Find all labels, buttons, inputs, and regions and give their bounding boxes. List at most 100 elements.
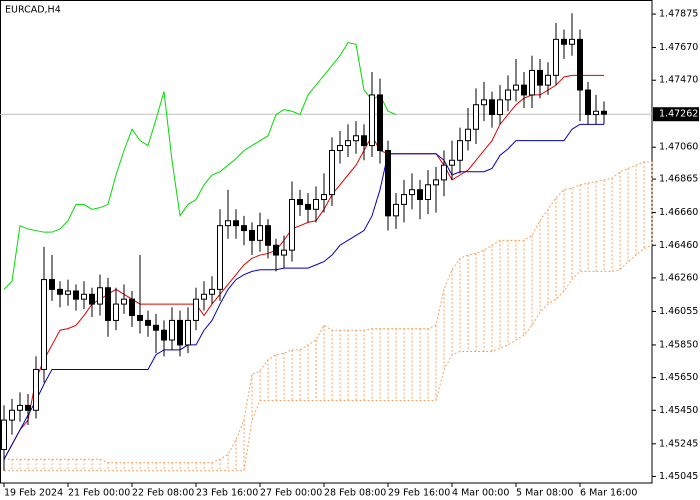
indicator-layer — [0, 42, 652, 460]
x-tick-label: 23 Feb 16:00 — [196, 488, 258, 499]
candle-body — [361, 135, 367, 147]
y-tick-label: 1.45650 — [659, 372, 698, 383]
x-tick-label: 29 Feb 16:00 — [388, 488, 450, 499]
candle-body — [9, 409, 15, 421]
candle-body — [249, 230, 255, 241]
axis-layer: 1.47875 1.47670 1.47470 1.47060 1.46865 1.466… — [3, 9, 699, 499]
candle-body — [545, 74, 551, 86]
x-tick-label: 6 Mar 16:00 — [580, 488, 637, 499]
candle-body — [193, 298, 199, 321]
candle-body — [313, 199, 319, 210]
candle-body — [217, 225, 223, 290]
candle-body — [121, 298, 127, 305]
candle-body — [529, 69, 535, 96]
y-tick-label: 1.47875 — [659, 9, 698, 20]
candle-body — [257, 225, 263, 241]
candle-body — [489, 99, 495, 116]
candle-body — [169, 319, 175, 341]
candle-body — [401, 194, 407, 205]
candle-body — [73, 290, 79, 300]
candle-body — [569, 38, 575, 45]
candle-body — [481, 99, 487, 106]
candle-body — [369, 94, 375, 147]
candle-body — [345, 140, 351, 147]
y-tick-label: 1.45850 — [659, 339, 698, 350]
y-tick-label: 1.46055 — [659, 306, 698, 317]
candle-body — [145, 319, 151, 326]
indicator-line — [3, 74, 604, 460]
candle-body — [297, 199, 303, 205]
x-tick-label: 19 Feb 2024 — [4, 488, 63, 499]
x-tick-label: 5 Mar 08:00 — [516, 488, 573, 499]
candle-body — [201, 293, 207, 300]
candle-body — [81, 293, 87, 300]
candle-body — [385, 149, 391, 217]
candle-body — [441, 164, 447, 181]
candle-body — [409, 189, 415, 196]
candle-body — [305, 203, 311, 210]
x-tick-label: 28 Feb 08:00 — [324, 488, 386, 499]
candle-body — [225, 220, 231, 227]
y-tick-label: 1.45450 — [659, 405, 698, 416]
candle-body — [417, 189, 423, 201]
candle-body — [57, 288, 63, 295]
candle-body — [129, 298, 135, 317]
x-tick-label: 21 Feb 00:00 — [68, 488, 130, 499]
indicator-line — [3, 123, 604, 460]
candle-body — [337, 145, 343, 151]
candle-body — [97, 287, 103, 305]
y-tick-label: 1.47470 — [659, 75, 698, 86]
candle-body — [41, 279, 47, 370]
candle-body — [281, 249, 287, 256]
cloud-edge — [4, 161, 652, 464]
candle-body — [233, 220, 239, 227]
candle-layer — [1, 13, 607, 471]
y-tick-label: 1.46260 — [659, 272, 698, 283]
y-tick-label: 1.46865 — [659, 174, 698, 185]
candle-body — [433, 179, 439, 186]
candle-body — [1, 419, 7, 451]
candle-body — [177, 319, 183, 346]
candle-body — [17, 404, 23, 411]
candle-body — [65, 290, 71, 295]
candle-body — [473, 104, 479, 130]
candle-body — [209, 288, 215, 295]
indicator-line — [3, 42, 397, 290]
candle-body — [585, 89, 591, 116]
plot-frame — [0, 0, 653, 484]
candle-body — [521, 84, 527, 96]
cloud-edge — [4, 244, 653, 472]
candle-body — [241, 225, 247, 232]
candle-body — [153, 324, 159, 331]
candle-body — [593, 110, 599, 116]
candle-body — [89, 293, 95, 305]
current-price-box — [653, 107, 699, 122]
candle-body — [273, 244, 279, 256]
y-tick-label: 1.46460 — [659, 240, 698, 251]
current-price-label: 1.47262 — [659, 109, 698, 120]
y-tick-label: 1.45045 — [659, 471, 698, 482]
candle-body — [161, 329, 167, 341]
candle-body — [449, 159, 455, 166]
candle-body — [105, 287, 111, 321]
candle-body — [505, 89, 511, 101]
candle-body — [513, 84, 519, 91]
x-tick-label: 4 Mar 00:00 — [452, 488, 509, 499]
candle-body — [393, 203, 399, 217]
candle-body — [137, 315, 143, 321]
candle-body — [561, 38, 567, 45]
candle-body — [49, 279, 55, 290]
candle-body — [33, 368, 39, 411]
candle-body — [25, 404, 31, 411]
y-tick-label: 1.47670 — [659, 42, 698, 53]
x-tick-label: 22 Feb 08:00 — [132, 488, 194, 499]
y-tick-label: 1.47060 — [659, 142, 698, 153]
candle-body — [185, 319, 191, 346]
candle-body — [353, 135, 359, 142]
candle-body — [321, 194, 327, 201]
candle-body — [601, 110, 607, 115]
chart-title: EURCAD,H4 — [5, 5, 61, 16]
candle-body — [577, 38, 583, 91]
